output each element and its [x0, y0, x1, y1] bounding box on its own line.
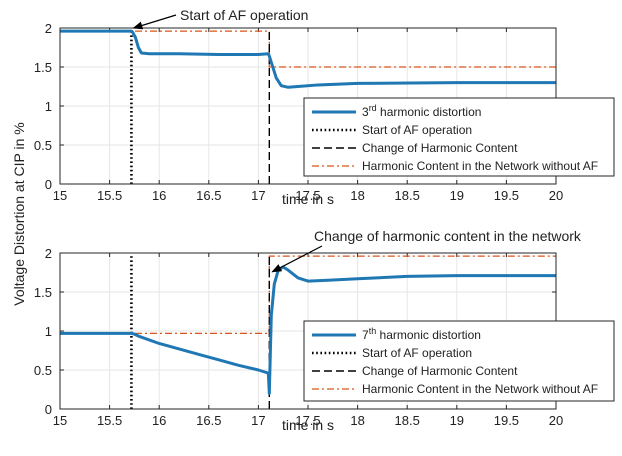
chart-panel-top: 15 15.5 16 16.5 17 17.5 18 18.5 19 19.5 20 0 0.5 1 1.5… — [34, 7, 615, 207]
legend-entry: Change of Harmonic Content — [362, 141, 518, 155]
x-tick-label: 19.5 — [494, 413, 519, 428]
series-line-solid — [60, 29, 556, 89]
x-tick-label: 15 — [53, 188, 67, 203]
y-tick-label: 1.5 — [34, 60, 52, 75]
legend: 7th harmonic distortion Start of AF opera… — [303, 320, 615, 402]
legend-entry-rest: harmonic distortion — [377, 105, 482, 119]
x-tick-label: 19 — [450, 413, 464, 428]
x-tick-label: 18.5 — [395, 188, 420, 203]
x-tick-label: 20 — [549, 188, 563, 203]
x-axis-label: time in s — [282, 191, 334, 207]
y-tick-label: 0.5 — [34, 363, 52, 378]
x-axis-label: time in s — [282, 417, 334, 433]
x-tick-label: 16.5 — [196, 188, 221, 203]
series-line-solid — [60, 265, 556, 395]
legend-entry-base: 7 — [362, 328, 369, 342]
legend-entry-superscript: rd — [369, 103, 377, 113]
x-tick-label: 17.5 — [295, 188, 320, 203]
x-tick-label: 17.5 — [295, 413, 320, 428]
annotation-text: Start of AF operation — [180, 7, 308, 23]
x-tick-label: 18.5 — [395, 413, 420, 428]
x-tick-label: 20 — [549, 413, 563, 428]
x-tick-label: 18 — [350, 188, 364, 203]
y-tick-label: 1 — [45, 324, 52, 339]
x-tick-label: 19.5 — [494, 188, 519, 203]
y-tick-label: 1 — [45, 99, 52, 114]
y-tick-label: 2 — [45, 246, 52, 261]
annotation-arrow — [271, 245, 323, 273]
y-tick-label: 0.5 — [34, 138, 52, 153]
x-tick-label: 16.5 — [196, 413, 221, 428]
x-tick-label: 16 — [152, 188, 166, 203]
x-tick-label: 15 — [53, 413, 67, 428]
legend-entry: Change of Harmonic Content — [362, 364, 518, 378]
legend-entry: Start of AF operation — [362, 123, 472, 137]
annotation-text: Change of harmonic content in the networ… — [314, 228, 582, 244]
shared-y-axis-label: Voltage Distortion at CIP in % — [11, 122, 27, 305]
legend-entry: Harmonic Content in the Network without … — [362, 382, 598, 396]
x-tick-label: 17 — [251, 188, 265, 203]
legend-entry: Start of AF operation — [362, 346, 472, 360]
x-tick-label: 16 — [152, 413, 166, 428]
x-tick-label: 15.5 — [97, 413, 122, 428]
legend-entry: 3rd harmonic distortion — [362, 103, 481, 119]
legend-entry: Harmonic Content in the Network without … — [362, 159, 598, 173]
y-tick-label: 0 — [45, 177, 52, 192]
chart-panel-bottom: 15 15.5 16 16.5 17 17.5 18 18.5 19 19.5 20 0 0.5 1 1.5… — [34, 228, 615, 433]
legend-entry-superscript: th — [369, 326, 377, 336]
legend-entry-base: 3 — [362, 105, 369, 119]
y-tick-label: 0 — [45, 402, 52, 417]
x-tick-label: 17 — [251, 413, 265, 428]
legend-entry-rest: harmonic distortion — [376, 328, 481, 342]
annotation-arrow — [132, 14, 177, 30]
y-tick-label: 2 — [45, 21, 52, 36]
legend-entry: 7th harmonic distortion — [362, 326, 481, 342]
legend: 3rd harmonic distortion Start of AF opera… — [303, 97, 615, 177]
x-tick-label: 15.5 — [97, 188, 122, 203]
x-tick-label: 18 — [350, 413, 364, 428]
x-tick-label: 19 — [450, 188, 464, 203]
y-tick-label: 1.5 — [34, 285, 52, 300]
